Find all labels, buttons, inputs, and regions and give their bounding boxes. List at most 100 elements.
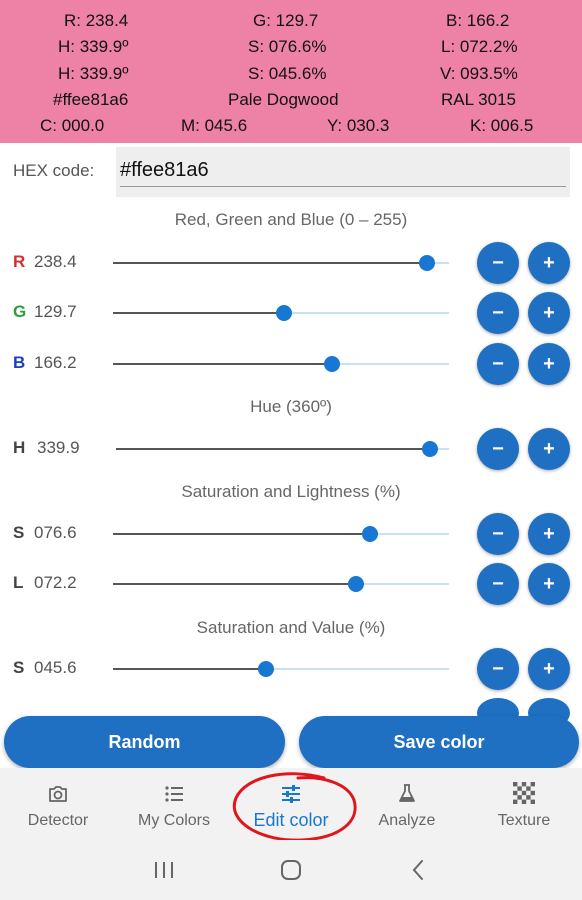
hsl-saturation-row: S 076.6 − + [0,508,582,558]
lightness-readout: L: 072.2% [441,37,518,56]
lightness-increase-button[interactable]: + [528,563,570,605]
yellow-readout: Y: 030.3 [327,116,390,135]
hsv-saturation-slider-fill [113,668,267,670]
hsv-saturation-slider-thumb[interactable] [258,661,275,677]
key-readout: K: 006.5 [470,116,534,135]
red-slider-thumb[interactable] [419,255,436,271]
red-value: 238.4 [34,252,77,271]
blue-slider[interactable] [113,356,449,372]
magenta-readout: M: 045.6 [181,116,248,135]
blue-decrease-button[interactable]: − [477,343,519,385]
hsv-hue-readout: H: 339.9º [58,64,129,83]
color-name: Pale Dogwood [228,90,339,109]
list-icon [116,782,232,806]
hsv-section-title: Saturation and Value (%) [196,618,386,637]
green-slider[interactable] [113,305,449,321]
green-channel-label: G [13,302,27,321]
hsl-saturation-increase-button[interactable]: + [528,513,570,555]
nav-detector-label: Detector [27,812,89,829]
hue-slider-thumb[interactable] [422,441,439,457]
lightness-slider-thumb[interactable] [347,576,364,592]
hsv-saturation-readout: S: 045.6% [248,64,327,83]
hsl-saturation-slider-thumb[interactable] [362,526,379,542]
hsl-saturation-slider-fill [113,533,371,535]
flask-icon [349,782,465,806]
hsl-saturation-value: 076.6 [34,523,77,542]
hex-code-label: HEX code: [13,161,95,180]
nav-my-colors-label: My Colors [137,812,210,829]
nav-analyze[interactable]: Analyze [349,768,465,840]
red-channel-label: R [13,252,26,271]
green-row: G 129.7 − + [0,287,582,337]
nav-texture-label: Texture [497,812,551,829]
blue-readout: B: 166.2 [446,11,510,30]
cyan-readout: C: 000.0 [40,116,105,135]
save-color-button[interactable]: Save color [299,716,579,768]
lightness-slider-fill [113,583,356,585]
system-navigation-bar [0,840,582,900]
nav-my-colors[interactable]: My Colors [116,768,232,840]
hue-section-title: Hue (360º) [250,397,332,416]
hex-readout: #ffee81a6 [53,90,129,109]
lightness-value: 072.2 [34,573,77,592]
blue-slider-fill [113,363,333,365]
blue-slider-thumb[interactable] [324,356,341,372]
nav-detector[interactable]: Detector [0,768,116,840]
back-icon[interactable] [398,855,438,885]
hue-slider-fill [116,448,431,450]
blue-channel-label: B [13,353,26,372]
green-value: 129.7 [34,302,77,321]
green-decrease-button[interactable]: − [477,292,519,334]
green-readout: G: 129.7 [253,11,319,30]
red-increase-button[interactable]: + [528,242,570,284]
nav-edit-color[interactable]: Edit color [233,768,349,840]
value-readout: V: 093.5% [440,64,518,83]
hsl-saturation-channel-label: S [13,523,25,542]
lightness-slider[interactable] [113,576,449,592]
lightness-channel-label: L [13,573,24,592]
hsv-saturation-slider[interactable] [113,661,449,677]
nav-edit-color-label: Edit color [253,810,329,830]
hsv-saturation-row: S 045.6 − + [0,643,582,693]
green-slider-thumb[interactable] [276,305,293,321]
blue-row: B 166.2 − + [0,338,582,388]
red-slider[interactable] [113,255,449,271]
red-row: R 238.4 − + [0,237,582,287]
color-info-panel: R: 238.4 G: 129.7 B: 166.2 H: 339.9º S: … [0,0,582,143]
hsl-hue-readout: H: 339.9º [58,37,129,56]
hsl-section-title: Saturation and Lightness (%) [181,482,401,501]
hex-code-field [116,147,570,197]
red-decrease-button[interactable]: − [477,242,519,284]
hue-increase-button[interactable]: + [528,428,570,470]
checkerboard-icon [466,782,582,806]
rgb-section-title: Red, Green and Blue (0 – 255) [174,210,408,229]
ral-code: RAL 3015 [441,90,516,109]
red-readout: R: 238.4 [64,11,129,30]
hsv-saturation-channel-label: S [13,658,25,677]
red-slider-fill [113,262,428,264]
hue-slider[interactable] [116,441,449,457]
hsl-saturation-readout: S: 076.6% [248,37,327,56]
sliders-icon [233,782,349,806]
hue-decrease-button[interactable]: − [477,428,519,470]
green-increase-button[interactable]: + [528,292,570,334]
hue-row: H 339.9 − + [0,423,582,473]
random-button[interactable]: Random [4,716,285,768]
hex-code-input[interactable] [120,155,566,187]
hsv-saturation-increase-button[interactable]: + [528,648,570,690]
home-icon[interactable] [271,855,311,885]
lightness-decrease-button[interactable]: − [477,563,519,605]
nav-texture[interactable]: Texture [466,768,582,840]
blue-increase-button[interactable]: + [528,343,570,385]
hsl-saturation-slider[interactable] [113,526,449,542]
hsv-saturation-value: 045.6 [34,658,77,677]
hue-value: 339.9 [37,438,80,457]
hsl-saturation-decrease-button[interactable]: − [477,513,519,555]
camera-icon [0,782,116,806]
bottom-navigation: Detector My Colors Edit color Analyze Te… [0,768,582,840]
recent-apps-icon[interactable] [144,855,184,885]
lightness-row: L 072.2 − + [0,558,582,608]
blue-value: 166.2 [34,353,77,372]
hue-channel-label: H [13,438,26,457]
hsv-saturation-decrease-button[interactable]: − [477,648,519,690]
